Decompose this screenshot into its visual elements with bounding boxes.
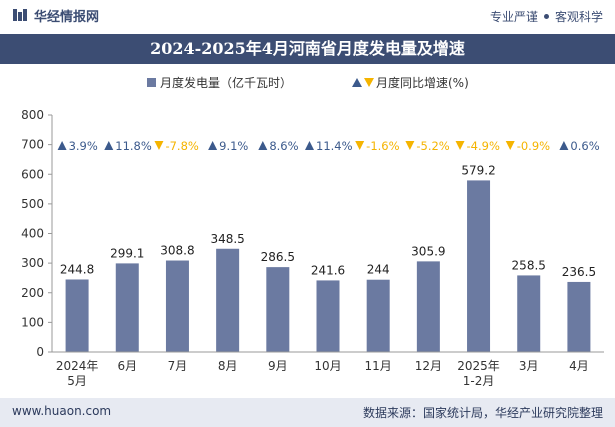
legend-series-growth: 月度同比增速(%) [376,75,469,90]
top-bar: 华经情报网 专业严谨 客观科学 [0,0,615,30]
growth-label: 0.6% [570,139,599,153]
bar-value-label: 244.8 [60,262,94,276]
y-tick-label: 600 [21,167,44,181]
growth-markers: 3.9% 11.8% -7.8% 9.1% 8.6% 11.4% -1.6% -5.2% -4.… [57,139,600,153]
growth-label: -7.8% [165,139,198,153]
bar-value-label: 286.5 [261,250,295,264]
bar [266,267,290,352]
legend-bar-swatch-icon [147,78,156,87]
title-bar: 2024-2025年4月河南省月度发电量及增速 [0,34,615,64]
slogan-left: 专业严谨 [489,10,538,24]
x-tick-label: 12月 [415,359,442,373]
y-tick-label: 300 [21,256,44,270]
bar [467,180,491,352]
bar [416,261,440,352]
growth-up-triangle-icon [305,141,314,150]
growth-label: 3.9% [69,139,98,153]
growth-up-triangle-icon [559,141,569,150]
x-tick-label: 6月 [117,359,137,373]
legend-down-triangle-icon [364,78,374,87]
growth-label: -1.6% [366,139,399,153]
bar-value-label: 579.2 [461,163,495,177]
growth-label: -4.9% [467,139,500,153]
y-tick-label: 0 [36,345,44,359]
footer: www.huaon.com 数据来源：国家统计局，华经产业研究院整理 [0,398,615,427]
x-tick-label: 8月 [218,359,238,373]
bar-value-label: 244 [367,263,390,277]
x-tick-label: 2025年 [457,359,500,373]
x-tick-label: 3月 [519,359,539,373]
y-tick-label: 500 [21,197,44,211]
bar-value-label: 308.8 [160,244,194,258]
growth-down-triangle-icon [355,141,365,150]
growth-label: 8.6% [269,139,298,153]
growth-label: -0.9% [517,139,550,153]
x-tick-label: 4月 [569,359,589,373]
chart: 月度发电量（亿千瓦时） 月度同比增速(%) 0 100 200 300 400 500 600… [21,75,604,388]
growth-up-triangle-icon [208,141,218,150]
growth-label: 11.8% [115,139,152,153]
y-axis: 0 100 200 300 400 500 600 700 800 [21,108,53,359]
bar-value-label: 348.5 [210,232,244,246]
growth-label: -5.2% [416,139,449,153]
x-tick-label: 2024年 [56,359,99,373]
x-tick-label: 10月 [314,359,341,373]
data-source: 数据来源：国家统计局，华经产业研究院整理 [362,406,603,420]
bar-value-label: 258.5 [512,258,546,272]
bar [316,280,340,352]
slogan: 专业严谨 客观科学 [490,8,603,25]
brand-name: 华经情报网 [34,10,100,25]
y-tick-label: 800 [21,108,44,122]
bar [165,260,189,352]
y-tick-label: 100 [21,315,44,329]
legend-up-triangle-icon [352,78,362,87]
x-tick-label: 7月 [168,359,188,373]
growth-label: 9.1% [219,139,248,153]
bar [65,279,89,352]
growth-up-triangle-icon [104,141,114,150]
x-tick-label: 9月 [268,359,288,373]
x-tick-label: 11月 [365,359,392,373]
growth-down-triangle-icon [405,141,415,150]
y-tick-label: 400 [21,227,44,241]
growth-down-triangle-icon [154,141,164,150]
website-link[interactable]: www.huaon.com [12,404,112,418]
brand-logo-icon [13,9,27,21]
bar-value-label: 299.1 [110,246,144,260]
slogan-right: 客观科学 [554,10,603,24]
y-tick-label: 700 [21,138,44,152]
bar [567,281,591,352]
bar-value-label: 305.9 [411,244,445,258]
growth-down-triangle-icon [455,141,465,150]
slogan-dot-icon [543,14,549,19]
bar [216,248,240,352]
x-tick-label: 1-2月 [463,374,495,388]
growth-label: 11.4% [316,139,353,153]
x-tick-label: 5月 [67,374,87,388]
growth-up-triangle-icon [57,141,67,150]
bar [517,275,541,352]
bar-value-label: 236.5 [562,265,596,279]
y-tick-label: 200 [21,286,44,300]
bar-value-label: 241.6 [311,263,345,277]
bars: 244.8 299.1 308.8 348.5 286.5 241.6 244 305.9 57… [60,163,596,352]
legend-series-bar: 月度发电量（亿千瓦时） [160,75,292,90]
bar [115,263,139,352]
chart-title: 2024-2025年4月河南省月度发电量及增速 [150,39,465,58]
growth-down-triangle-icon [505,141,515,150]
bar [366,279,390,352]
legend: 月度发电量（亿千瓦时） 月度同比增速(%) [147,75,469,90]
growth-up-triangle-icon [258,141,268,150]
